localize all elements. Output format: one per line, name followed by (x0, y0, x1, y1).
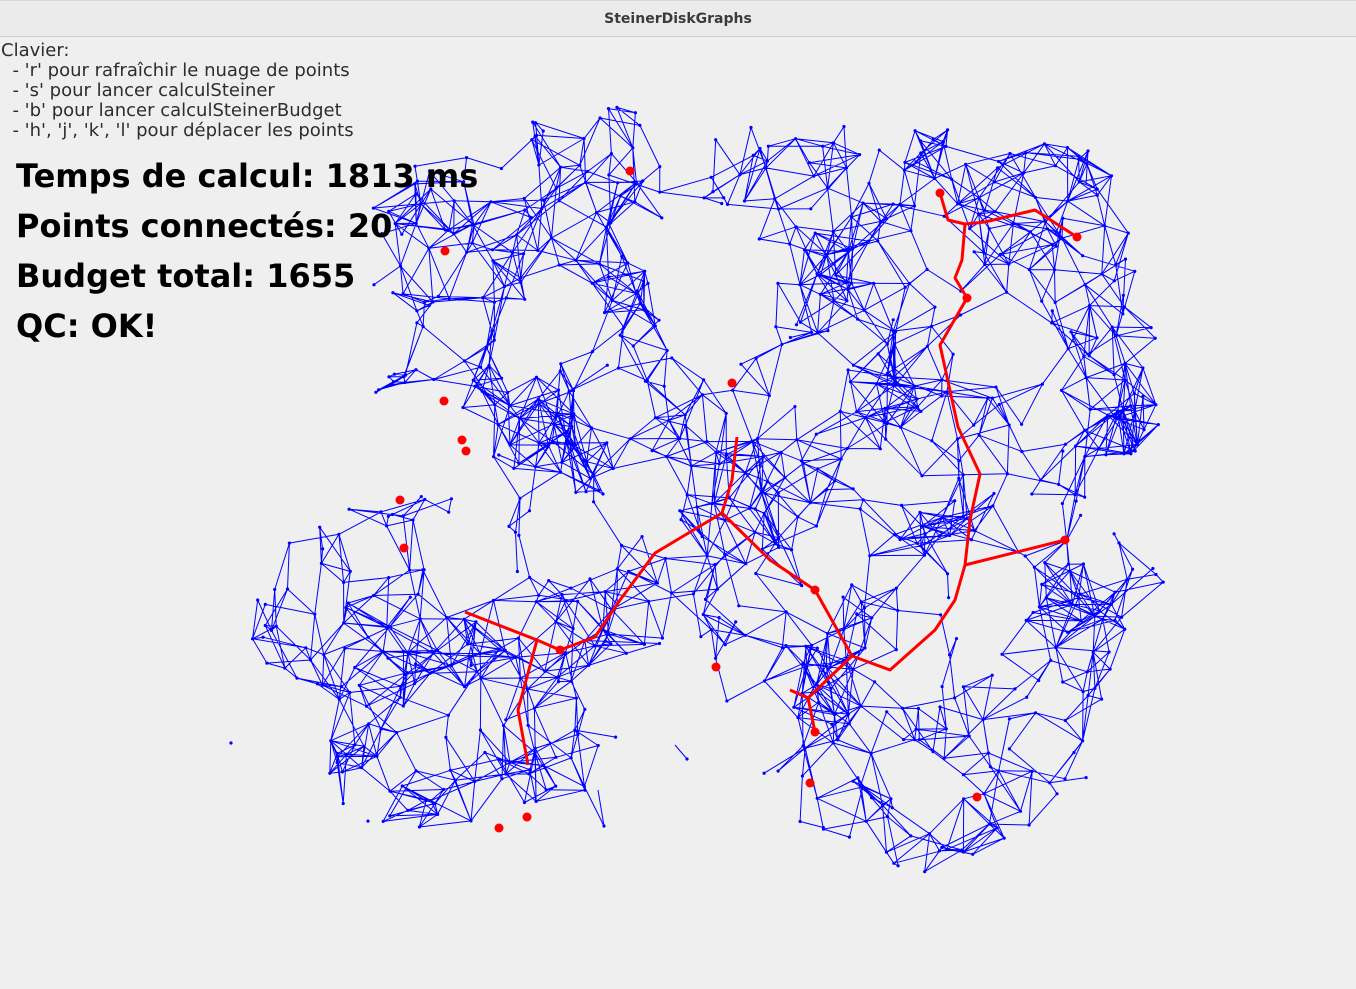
terminal-point-2[interactable] (935, 188, 945, 198)
steiner-edge-3 (464, 436, 739, 652)
terminal-point-9[interactable] (395, 495, 405, 505)
help-heading: Clavier: (1, 40, 70, 61)
terminal-point-1[interactable] (440, 246, 450, 256)
disk-graph-svg[interactable] (0, 37, 1356, 989)
window-title: SteinerDiskGraphs (604, 10, 752, 27)
help-line-refresh: - 'r' pour rafraîchir le nuage de points (1, 60, 350, 81)
terminal-point-16[interactable] (522, 812, 532, 822)
stat-total-budget: Budget total: 1655 (16, 257, 356, 295)
stat-connected-points: Points connectés: 20 (16, 207, 393, 245)
steiner-edge-0 (938, 192, 1078, 239)
terminal-point-4[interactable] (962, 293, 972, 303)
steiner-tree (464, 192, 1078, 766)
steiner-edge-5 (516, 639, 539, 766)
terminal-point-5[interactable] (727, 378, 737, 388)
steiner-edge-7 (806, 697, 817, 733)
terminal-point-13[interactable] (810, 727, 820, 737)
terminal-point-8[interactable] (461, 446, 471, 456)
terminal-point-10[interactable] (399, 543, 409, 553)
steiner-edge-4 (720, 511, 816, 592)
title-bar[interactable]: SteinerDiskGraphs (0, 0, 1356, 37)
terminal-point-12[interactable] (711, 662, 721, 672)
terminal-points (395, 166, 1082, 833)
terminal-point-19[interactable] (555, 645, 565, 655)
terminal-point-14[interactable] (805, 778, 815, 788)
keyboard-help: Clavier: - 'r' pour rafraîchir le nuage … (1, 41, 354, 141)
graph-edges (252, 106, 1164, 873)
terminal-point-0[interactable] (625, 166, 635, 176)
terminal-point-15[interactable] (972, 792, 982, 802)
stat-compute-time: Temps de calcul: 1813 ms (16, 157, 479, 195)
terminal-point-3[interactable] (1072, 232, 1082, 242)
disk-graph-edges (252, 106, 1164, 873)
help-line-steiner: - 's' pour lancer calculSteiner (1, 80, 275, 101)
graph-canvas[interactable] (0, 37, 1356, 989)
terminal-point-17[interactable] (494, 823, 504, 833)
help-line-budget: - 'b' pour lancer calculSteinerBudget (1, 100, 342, 121)
terminal-point-11[interactable] (1060, 535, 1070, 545)
steiner-edge-2 (964, 538, 1066, 567)
terminal-point-18[interactable] (810, 585, 820, 595)
terminal-point-7[interactable] (457, 435, 467, 445)
terminal-point-6[interactable] (439, 396, 449, 406)
help-line-move: - 'h', 'j', 'k', 'l' pour déplacer les p… (1, 120, 354, 141)
stat-qc: QC: OK! (16, 307, 158, 345)
steiner-edge-1 (813, 223, 982, 672)
stats-panel: Temps de calcul: 1813 ms Points connecté… (16, 155, 478, 355)
